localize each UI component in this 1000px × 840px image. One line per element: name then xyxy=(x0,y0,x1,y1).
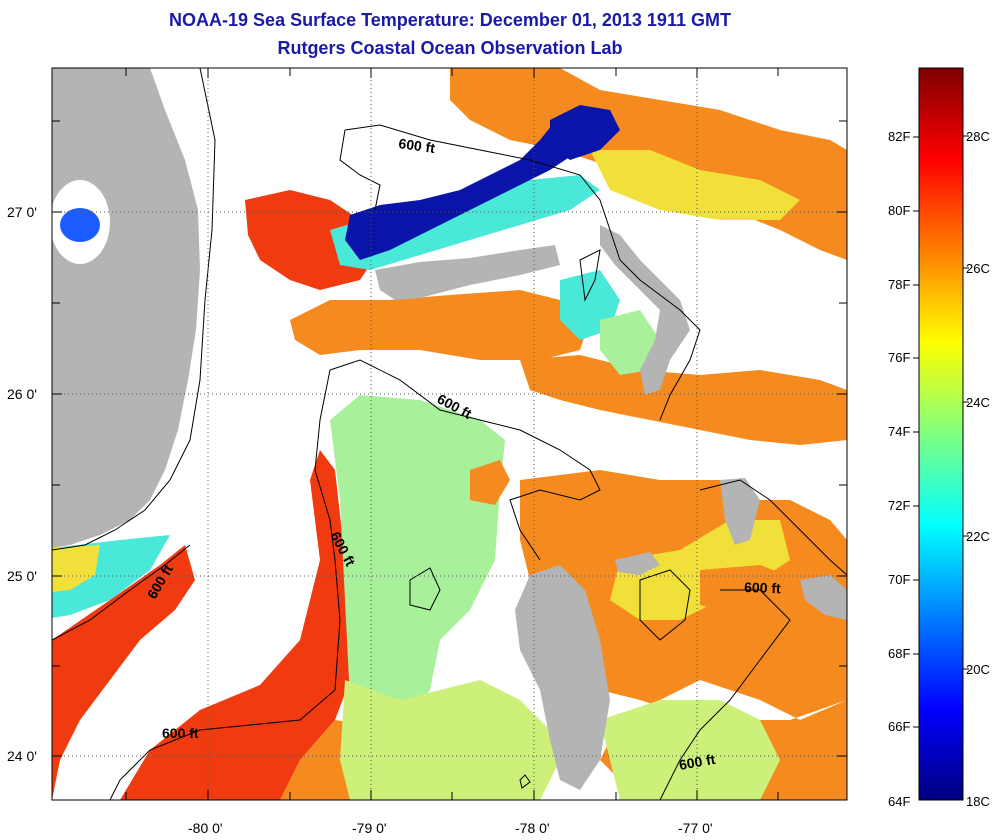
cold-filament xyxy=(345,110,600,260)
contour-label: 600 ft xyxy=(744,579,781,596)
colorbar-c-label: 24C xyxy=(966,395,990,410)
colorbar-f-label: 66F xyxy=(888,719,910,734)
colorbar-c-label: 18C xyxy=(966,794,990,809)
lon-tick-label: -78 0' xyxy=(515,820,550,836)
green-patch-east xyxy=(600,310,660,375)
lat-tick-label: 27 0' xyxy=(7,204,37,220)
frame-ticks xyxy=(52,68,847,800)
bank-warm-patch xyxy=(470,460,510,505)
lon-tick-label: -77 0' xyxy=(678,820,713,836)
exuma-warm-core xyxy=(700,565,820,620)
bank-yellow-green xyxy=(340,680,560,800)
colorbar-labels: 82F 80F 78F 76F 74F 72F 70F 68F 66F 64F … xyxy=(888,129,990,809)
lake-okeechobee xyxy=(60,208,100,242)
colorbar-f-label: 74F xyxy=(888,424,910,439)
colorbar-c-label: 28C xyxy=(966,129,990,144)
eleuthera-land xyxy=(720,478,760,545)
new-providence-land xyxy=(615,552,660,575)
colorbar-f-label: 76F xyxy=(888,350,910,365)
colorbar-c-label: 26C xyxy=(966,261,990,276)
florida-bay-mixed xyxy=(52,545,100,592)
colorbar xyxy=(918,67,964,801)
lat-tick-label: 25 0' xyxy=(7,568,37,584)
north-yellow-band xyxy=(590,150,800,220)
straits-warm-water xyxy=(52,545,195,800)
contour-label: 600 ft xyxy=(678,751,717,773)
graticule xyxy=(52,68,847,800)
depth-contours xyxy=(52,68,847,800)
contour-label: 600 ft xyxy=(398,135,437,156)
gulf-stream-south xyxy=(120,450,350,800)
lon-tick-label: -80 0' xyxy=(188,820,223,836)
sst-field xyxy=(52,68,847,800)
colorbar-f-label: 72F xyxy=(888,498,910,513)
grand-bahama-land xyxy=(375,245,560,300)
colorbar-c-label: 22C xyxy=(966,529,990,544)
colorbar-f-label: 68F xyxy=(888,646,910,661)
colorbar-f-label: 82F xyxy=(888,129,910,144)
map-subtitle: Rutgers Coastal Ocean Observation Lab xyxy=(277,38,623,58)
bank-cool-water xyxy=(330,395,505,730)
colorbar-f-label: 80F xyxy=(888,203,910,218)
lat-tick-label: 24 0' xyxy=(7,748,37,764)
colorbar-c-label: 20C xyxy=(966,662,990,677)
contour-label: 600 ft xyxy=(162,725,199,741)
cold-patch-north xyxy=(550,105,620,160)
grand-bahama-south-warm xyxy=(290,290,590,360)
andros-land xyxy=(515,565,610,790)
map-frame xyxy=(51,67,848,801)
central-warm-patch xyxy=(520,355,847,445)
exuma-land xyxy=(800,575,847,620)
map-title: NOAA-19 Sea Surface Temperature: Decembe… xyxy=(169,10,731,30)
colorbar-f-label: 78F xyxy=(888,277,910,292)
colorbar-f-label: 64F xyxy=(888,794,910,809)
colorbar-f-label: 70F xyxy=(888,572,910,587)
axis-labels: -80 0' -79 0' -78 0' -77 0' 27 0' 26 0' … xyxy=(7,204,713,836)
lon-tick-label: -79 0' xyxy=(352,820,387,836)
abaco-land xyxy=(600,225,690,395)
south-yellow-patch xyxy=(600,700,780,800)
lat-tick-label: 26 0' xyxy=(7,386,37,402)
colorbar-ticks xyxy=(913,135,969,728)
